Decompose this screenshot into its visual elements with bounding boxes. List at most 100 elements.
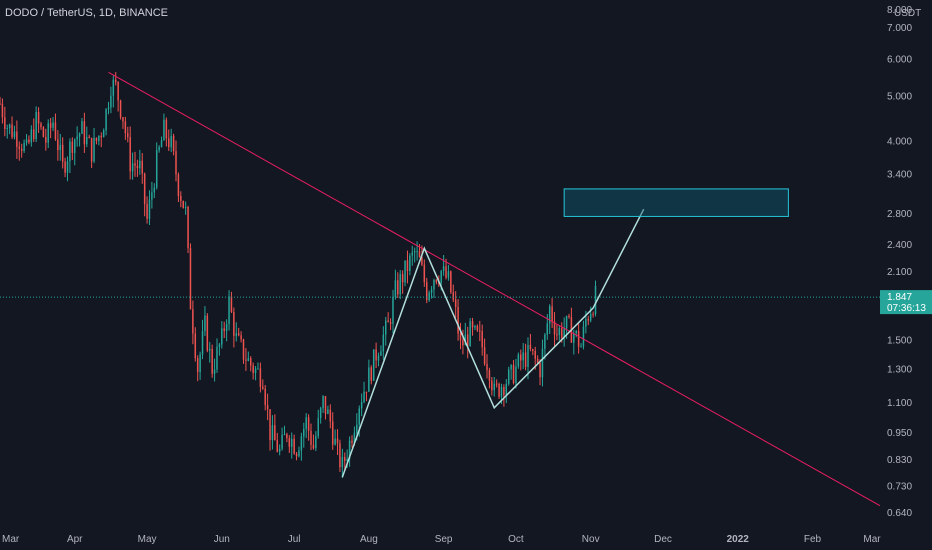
candle-body	[548, 306, 551, 324]
candle-body	[206, 315, 209, 351]
candle-body	[151, 192, 153, 200]
candle-body	[40, 123, 42, 128]
candle-body	[93, 137, 95, 162]
candle-body	[520, 354, 522, 361]
price-tick-label: 2.100	[887, 267, 912, 278]
candle-body	[351, 440, 353, 443]
candle-body	[240, 335, 242, 340]
candle-body	[180, 196, 182, 201]
candle-body	[23, 142, 25, 151]
candle-body	[517, 354, 520, 367]
candle-body	[259, 368, 262, 387]
candle-body	[249, 358, 252, 366]
candle-body	[107, 107, 110, 110]
candle-body	[481, 331, 483, 348]
candle-body	[127, 133, 129, 138]
candle-body	[498, 383, 500, 397]
candle-body	[209, 348, 211, 351]
chart-title: DODO / TetherUS, 1D, BINANCE	[5, 7, 168, 19]
candle-body	[225, 324, 228, 332]
candle-body	[211, 348, 213, 374]
candle-body	[69, 141, 71, 162]
candle-body	[11, 124, 13, 138]
time-tick-label: Dec	[654, 534, 672, 545]
time-tick-label: Nov	[582, 534, 600, 545]
price-tick-label: 1.300	[887, 364, 912, 375]
candle-body	[368, 367, 370, 392]
candle-body	[544, 334, 546, 349]
candle-body	[344, 457, 346, 461]
candle-body	[500, 387, 503, 397]
candle-body	[315, 436, 317, 449]
candle-body	[233, 311, 235, 336]
candle-body	[365, 391, 368, 393]
price-tick-label: 2.400	[887, 240, 912, 251]
price-axis[interactable]: 8.000 USDT 7.000 6.000 5.000 4.000 3.400 2.80…	[880, 5, 932, 519]
time-axis[interactable]: Mar Apr May Jun Jul Aug Sep Oct Nov Dec 2022 Feb Mar	[2, 534, 881, 545]
candle-body	[242, 339, 245, 360]
candle-body	[372, 349, 375, 381]
candle-body	[124, 121, 127, 134]
candle-body	[423, 264, 426, 283]
candle-body	[488, 370, 491, 381]
candle-body	[223, 328, 225, 332]
candle-body	[452, 292, 455, 300]
candle-body	[370, 367, 373, 381]
candle-body	[404, 260, 406, 283]
target-zone-box[interactable]	[563, 188, 789, 217]
candle-body	[298, 450, 300, 457]
plot-area[interactable]	[0, 71, 881, 507]
candle-body	[8, 124, 11, 129]
candle-body	[510, 365, 512, 370]
candle-body	[430, 289, 433, 293]
time-tick-label: Feb	[804, 534, 822, 545]
candle-body	[100, 135, 103, 138]
candle-body	[182, 200, 184, 208]
candle-body	[66, 161, 69, 173]
candle-body	[274, 425, 276, 441]
candle-body	[201, 331, 204, 355]
candle-body	[406, 260, 409, 272]
descending-trendline[interactable]	[108, 71, 881, 507]
candle-body	[464, 334, 467, 346]
candle-body	[339, 443, 341, 468]
candle-body	[20, 148, 23, 151]
candle-countdown: 07:36:13	[887, 303, 926, 314]
candle-body	[411, 252, 414, 256]
candle-body	[524, 352, 527, 367]
candle-body	[503, 387, 505, 395]
candle-body	[0, 103, 1, 105]
candle-body	[553, 321, 556, 335]
price-tick-label: 1.500	[887, 335, 912, 346]
price-tick-label: 0.640	[887, 508, 912, 519]
candle-body	[271, 425, 274, 441]
candle-body	[90, 137, 93, 162]
candle-body	[573, 333, 575, 343]
candle-body	[577, 331, 580, 347]
candle-body	[114, 79, 117, 83]
candle-body	[172, 135, 175, 152]
candle-body	[1, 103, 4, 118]
candle-body	[6, 128, 8, 130]
candle-body	[245, 359, 247, 361]
time-tick-label: Mar	[2, 534, 20, 545]
candle-body	[33, 129, 35, 140]
candle-body	[204, 315, 206, 332]
price-tick-label: 5.000	[887, 91, 912, 102]
projection-path[interactable]	[341, 208, 645, 478]
candle-body	[425, 282, 428, 301]
candle-body	[13, 131, 16, 138]
candle-body	[28, 139, 30, 143]
candle-body	[466, 334, 469, 347]
candle-body	[382, 334, 385, 352]
candle-body	[165, 119, 168, 139]
candle-body	[462, 340, 464, 346]
candle-body	[589, 314, 592, 321]
candle-body	[54, 122, 57, 140]
candle-body	[392, 296, 394, 324]
time-tick-label: May	[138, 534, 157, 545]
candle-body	[293, 438, 295, 454]
candle-body	[192, 309, 194, 334]
candle-body	[16, 131, 18, 147]
